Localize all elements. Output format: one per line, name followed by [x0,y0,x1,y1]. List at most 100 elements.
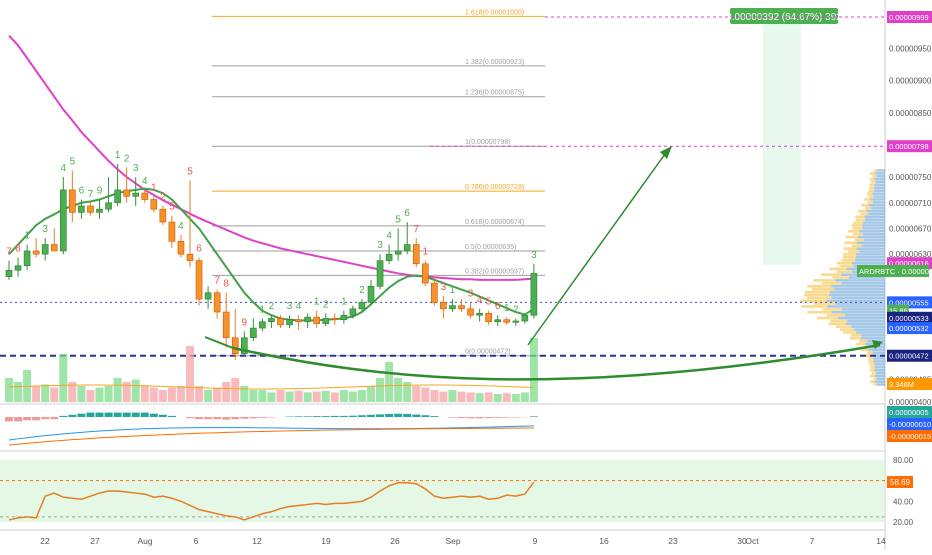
candle [6,270,12,276]
volume-bar [521,392,529,402]
volume-profile-bar [842,308,885,311]
sequential-count: 6 [79,186,85,197]
volume-profile-bar [856,331,885,334]
volume-profile-bar [813,279,835,282]
macd-histogram-bar [150,414,158,417]
volume-profile-bar [852,244,862,247]
volume-profile-bar [852,224,862,227]
volume-profile-bar [827,314,845,317]
volume-bar [59,354,67,402]
volume-profile-bar [871,207,885,210]
volume-profile-bar [829,268,846,271]
volume-bar [439,392,447,402]
price-axis-tick: 0.00000950 [889,44,932,53]
volume-profile-bar [844,242,857,245]
price-axis-tick: 0.00000900 [889,77,932,86]
macd-histogram-bar [240,417,248,419]
sequential-count: 3 [468,288,474,299]
candle [350,309,356,315]
volume-bar [512,394,520,402]
x-axis-tick: 7 [810,536,815,546]
x-axis-tick: 23 [668,536,678,546]
volume-profile-bar [875,380,885,383]
x-axis-tick: 16 [599,536,609,546]
candle [395,251,401,254]
candle [87,206,93,212]
sequential-count: 4 [142,176,148,187]
volume-profile-bar [870,369,875,372]
volume-profile-bar [873,383,877,386]
macd-histogram-bar [249,417,257,418]
macd-histogram-bar [412,415,420,417]
volume-profile-bar [834,288,885,291]
rsi-axis-tick: 40.00 [893,497,914,506]
volume-bar [412,386,420,402]
volume-profile-bar [828,323,846,326]
candle [115,190,121,203]
price-axis-tick: 0.00000670 [889,224,932,233]
volume-bar [86,390,94,402]
volume-profile-bar [831,285,885,288]
candle [106,203,112,209]
volume-bar [485,392,493,402]
macd-histogram-bar [68,415,76,417]
volume-profile-bar [861,204,868,207]
volume-profile-bar [873,351,885,354]
rsi-value: 58.69 [890,478,911,487]
volume-profile-bar [843,253,856,256]
candle [42,245,48,255]
volume-profile-bar [875,181,885,184]
candle [431,283,437,302]
candle [133,193,139,196]
volume-profile-bar [846,236,858,239]
volume-bar [168,388,176,402]
sequential-count: 7 [6,247,12,258]
volume-profile-bar [822,308,841,311]
macd-histogram-bar [494,417,502,418]
volume-bar [313,392,321,402]
volume-profile-bar [868,360,873,363]
candle [232,338,238,354]
macd-histogram-bar [485,417,493,418]
volume-profile-bar [869,184,874,187]
volume-bar [467,392,475,402]
candle [404,245,410,251]
sequential-count: 6 [196,243,202,254]
volume-profile-bar [873,360,885,363]
volume-profile-bar [876,372,885,375]
volume-profile-bar [874,363,885,366]
sequential-count: 6 [495,301,501,312]
volume-bar [358,390,366,402]
fib-level-label: 0.382(0.00000597) [465,268,524,275]
sequential-count: 4 [178,221,184,232]
volume-profile-bar [861,337,885,340]
volume-bar [132,380,140,402]
sequential-count: 5 [70,157,76,168]
volume-profile-bar [877,169,885,172]
volume-bar [367,386,375,402]
volume-bar [494,394,502,402]
volume-profile-bar [868,357,873,360]
volume-profile-bar [874,357,885,360]
candle [495,320,501,322]
candle [97,209,103,212]
macd-histogram-bar [313,416,321,417]
fib-level-label: 0.786(0.00000728) [465,184,524,191]
volume-profile-bar [859,250,885,253]
volume-bar [5,378,13,402]
candle [259,322,265,328]
candle [160,209,166,222]
volume-profile-bar [835,279,885,282]
volume-profile-bar [831,296,885,299]
volume-profile-bar [827,305,885,308]
macd-histogram-bar [349,416,357,417]
volume-profile-bar [805,291,830,294]
fib-level-label: 0(0.00000472) [465,349,511,356]
sequential-count: 2 [513,304,519,315]
candle [449,306,455,309]
macd-histogram-bar [132,413,140,417]
volume-bar [530,338,538,402]
macd-histogram-bar [331,416,339,417]
macd-histogram-bar [23,417,31,420]
